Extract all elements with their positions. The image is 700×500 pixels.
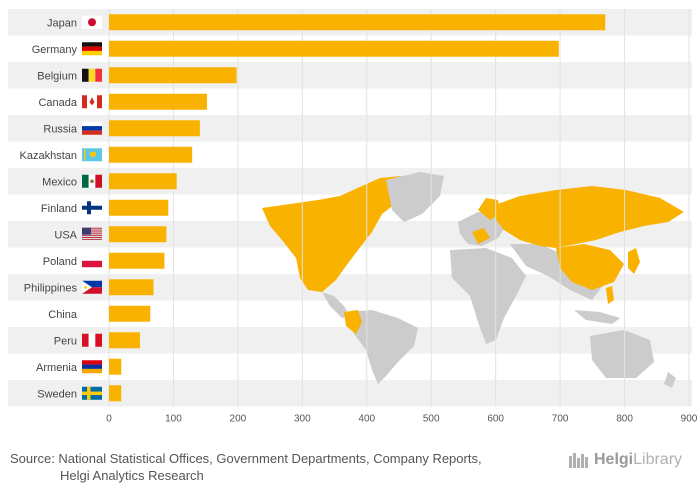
source-line-2: Helgi Analytics Research [60, 468, 204, 483]
category-labels: Japan Germany Belgium Canada Russia Kazakhsta… [20, 17, 78, 400]
bar[interactable] [109, 173, 177, 190]
map-middle-asia [510, 244, 604, 300]
bar[interactable] [109, 332, 140, 349]
flag-icon [82, 174, 102, 188]
row-band [8, 380, 692, 407]
map-china [556, 244, 624, 290]
category-label: Philippines [24, 282, 78, 294]
logo-books-icon [569, 453, 588, 468]
bar[interactable] [109, 358, 122, 375]
bar[interactable] [109, 305, 151, 322]
category-label: Belgium [37, 70, 77, 82]
category-label: Armenia [36, 362, 78, 374]
map-africa [450, 248, 526, 344]
category-label: Poland [43, 256, 77, 268]
source-line-1: Source: National Statistical Offices, Go… [10, 451, 482, 466]
bar[interactable] [109, 120, 200, 137]
world-map-background [262, 172, 684, 388]
bar[interactable] [109, 146, 193, 163]
category-label: Sweden [37, 388, 77, 400]
x-tick-label: 400 [358, 414, 375, 425]
flag-icon [82, 15, 102, 29]
x-tick-label: 300 [294, 414, 311, 425]
flag-icon [82, 280, 102, 294]
map-australia [590, 330, 654, 378]
flag-icon [82, 148, 102, 162]
flag-icon [82, 360, 102, 374]
bar[interactable] [109, 67, 237, 84]
x-tick-label: 100 [165, 414, 182, 425]
x-tick-label: 700 [552, 414, 569, 425]
bar[interactable] [109, 199, 169, 216]
category-label: Canada [38, 97, 77, 109]
map-north-america [262, 176, 414, 292]
bar[interactable] [109, 385, 122, 402]
category-label: USA [54, 229, 77, 241]
flag-icon [82, 95, 102, 109]
map-south-america [346, 310, 418, 384]
helgi-library-logo[interactable]: Helgi Library [568, 449, 682, 471]
bar[interactable] [109, 40, 559, 57]
bars [109, 14, 606, 402]
flag-icon [82, 201, 102, 215]
map-russia [492, 186, 684, 248]
bar[interactable] [109, 279, 154, 296]
x-tick-label: 200 [230, 414, 247, 425]
map-peru [344, 310, 362, 334]
map-new-zealand [664, 372, 676, 388]
logo-text-library: Library [633, 451, 683, 468]
category-label: Japan [47, 17, 77, 29]
map-germany-belgium [472, 228, 490, 244]
x-tick-label: 500 [423, 414, 440, 425]
flags [82, 15, 102, 400]
flag-icon [82, 386, 102, 400]
bar-chart: Japan Germany Belgium Canada Russia Kazakhsta… [8, 9, 698, 425]
map-indonesia [574, 310, 620, 324]
flag-icon [82, 254, 102, 268]
category-label: Germany [32, 44, 78, 56]
flag-icon [82, 121, 102, 135]
category-label: Peru [54, 335, 77, 347]
category-label: Finland [41, 203, 77, 215]
map-central-america [322, 292, 350, 318]
gridlines [108, 9, 690, 407]
bar[interactable] [109, 93, 207, 110]
bar[interactable] [109, 252, 165, 269]
map-japan [628, 248, 640, 274]
flag-icon [82, 333, 102, 347]
bar[interactable] [109, 14, 606, 31]
x-tick-label: 600 [487, 414, 504, 425]
x-tick-label: 800 [616, 414, 633, 425]
logo-text-helgi: Helgi [594, 451, 634, 468]
x-tick-label: 0 [106, 414, 112, 425]
category-label: Mexico [42, 176, 77, 188]
flag-icon [82, 227, 102, 240]
flag-icon [82, 68, 102, 82]
bar[interactable] [109, 226, 167, 243]
category-label: Russia [43, 123, 78, 135]
map-philippines [606, 286, 614, 304]
x-tick-label: 900 [681, 414, 698, 425]
source-note: Source: National Statistical Offices, Go… [10, 450, 482, 484]
category-label: China [48, 309, 78, 321]
category-label: Kazakhstan [20, 150, 77, 162]
x-tick-labels: 0 100 200 300 400 500 600 700 800 900 [106, 414, 698, 425]
flag-icon [82, 42, 102, 56]
map-greenland [386, 172, 444, 222]
